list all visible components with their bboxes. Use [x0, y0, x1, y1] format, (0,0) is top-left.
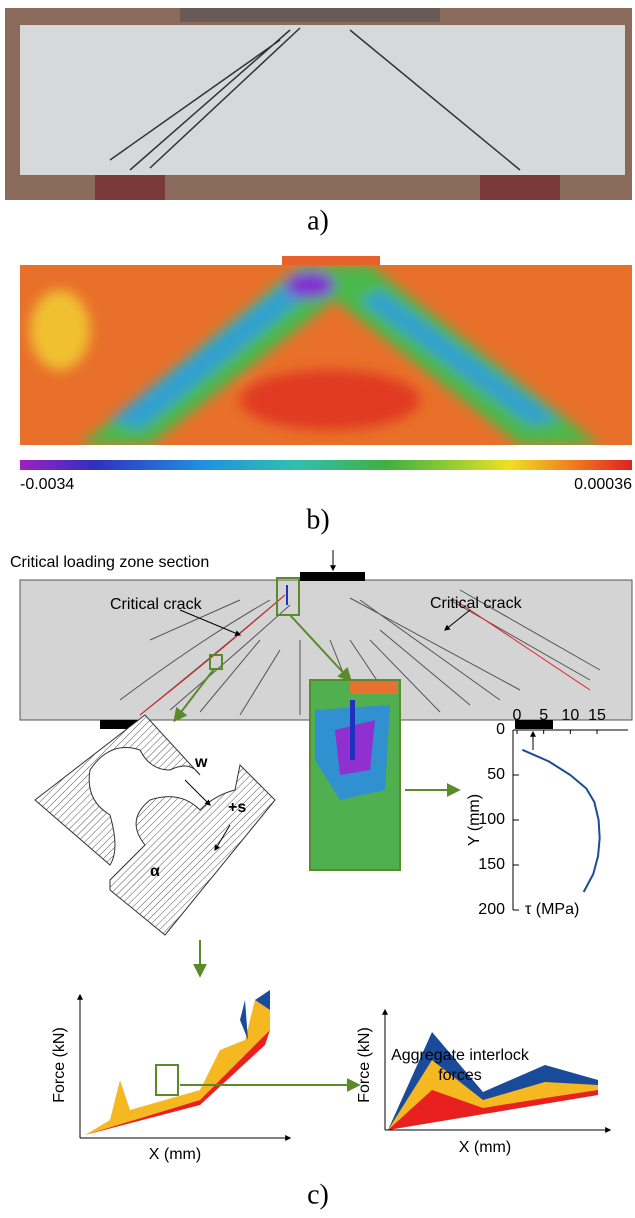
beam-photo [5, 8, 632, 200]
y-tick-label: 200 [478, 901, 505, 918]
axis-label: X (mm) [459, 1139, 511, 1156]
panel-label: a) [307, 205, 329, 236]
panel-label: b) [306, 504, 329, 535]
axis-label: Force (kN) [51, 1027, 68, 1103]
axis-label: X (mm) [149, 1146, 201, 1163]
x-tick-label: 0 [513, 707, 522, 724]
axis-label: τ (MPa) [525, 901, 579, 918]
axis-label: Force (kN) [356, 1027, 373, 1103]
figure: a) -0.0034 0.00036 b) Critical loading z… [0, 0, 635, 1213]
force-plot [80, 990, 358, 1138]
y-tick-label: 150 [478, 856, 505, 873]
x-tick-label: 10 [561, 707, 579, 724]
x-tick-label: 15 [588, 707, 606, 724]
crack-label: Critical crack [430, 595, 523, 612]
colorbar-min: -0.0034 [20, 476, 74, 493]
shear-curve [522, 750, 599, 892]
crack-label: Critical crack [110, 596, 203, 613]
interlock-sketch [35, 715, 275, 935]
zone-label: Critical loading zone section [10, 554, 209, 571]
s-label: +s [228, 799, 246, 816]
page: a) -0.0034 0.00036 b) Critical loading z… [0, 0, 635, 1218]
strain-map [20, 256, 632, 470]
y-tick-label: 50 [487, 766, 505, 783]
w-label: w [194, 754, 208, 771]
y-tick-label: 0 [496, 721, 505, 738]
panel-label: c) [307, 1179, 329, 1210]
colorbar-max: 0.00036 [574, 476, 632, 493]
x-tick-label: 5 [539, 707, 548, 724]
alpha-label: α [150, 863, 160, 880]
axis-label: Y (mm) [466, 794, 483, 846]
aggregate-plot [385, 1010, 610, 1130]
